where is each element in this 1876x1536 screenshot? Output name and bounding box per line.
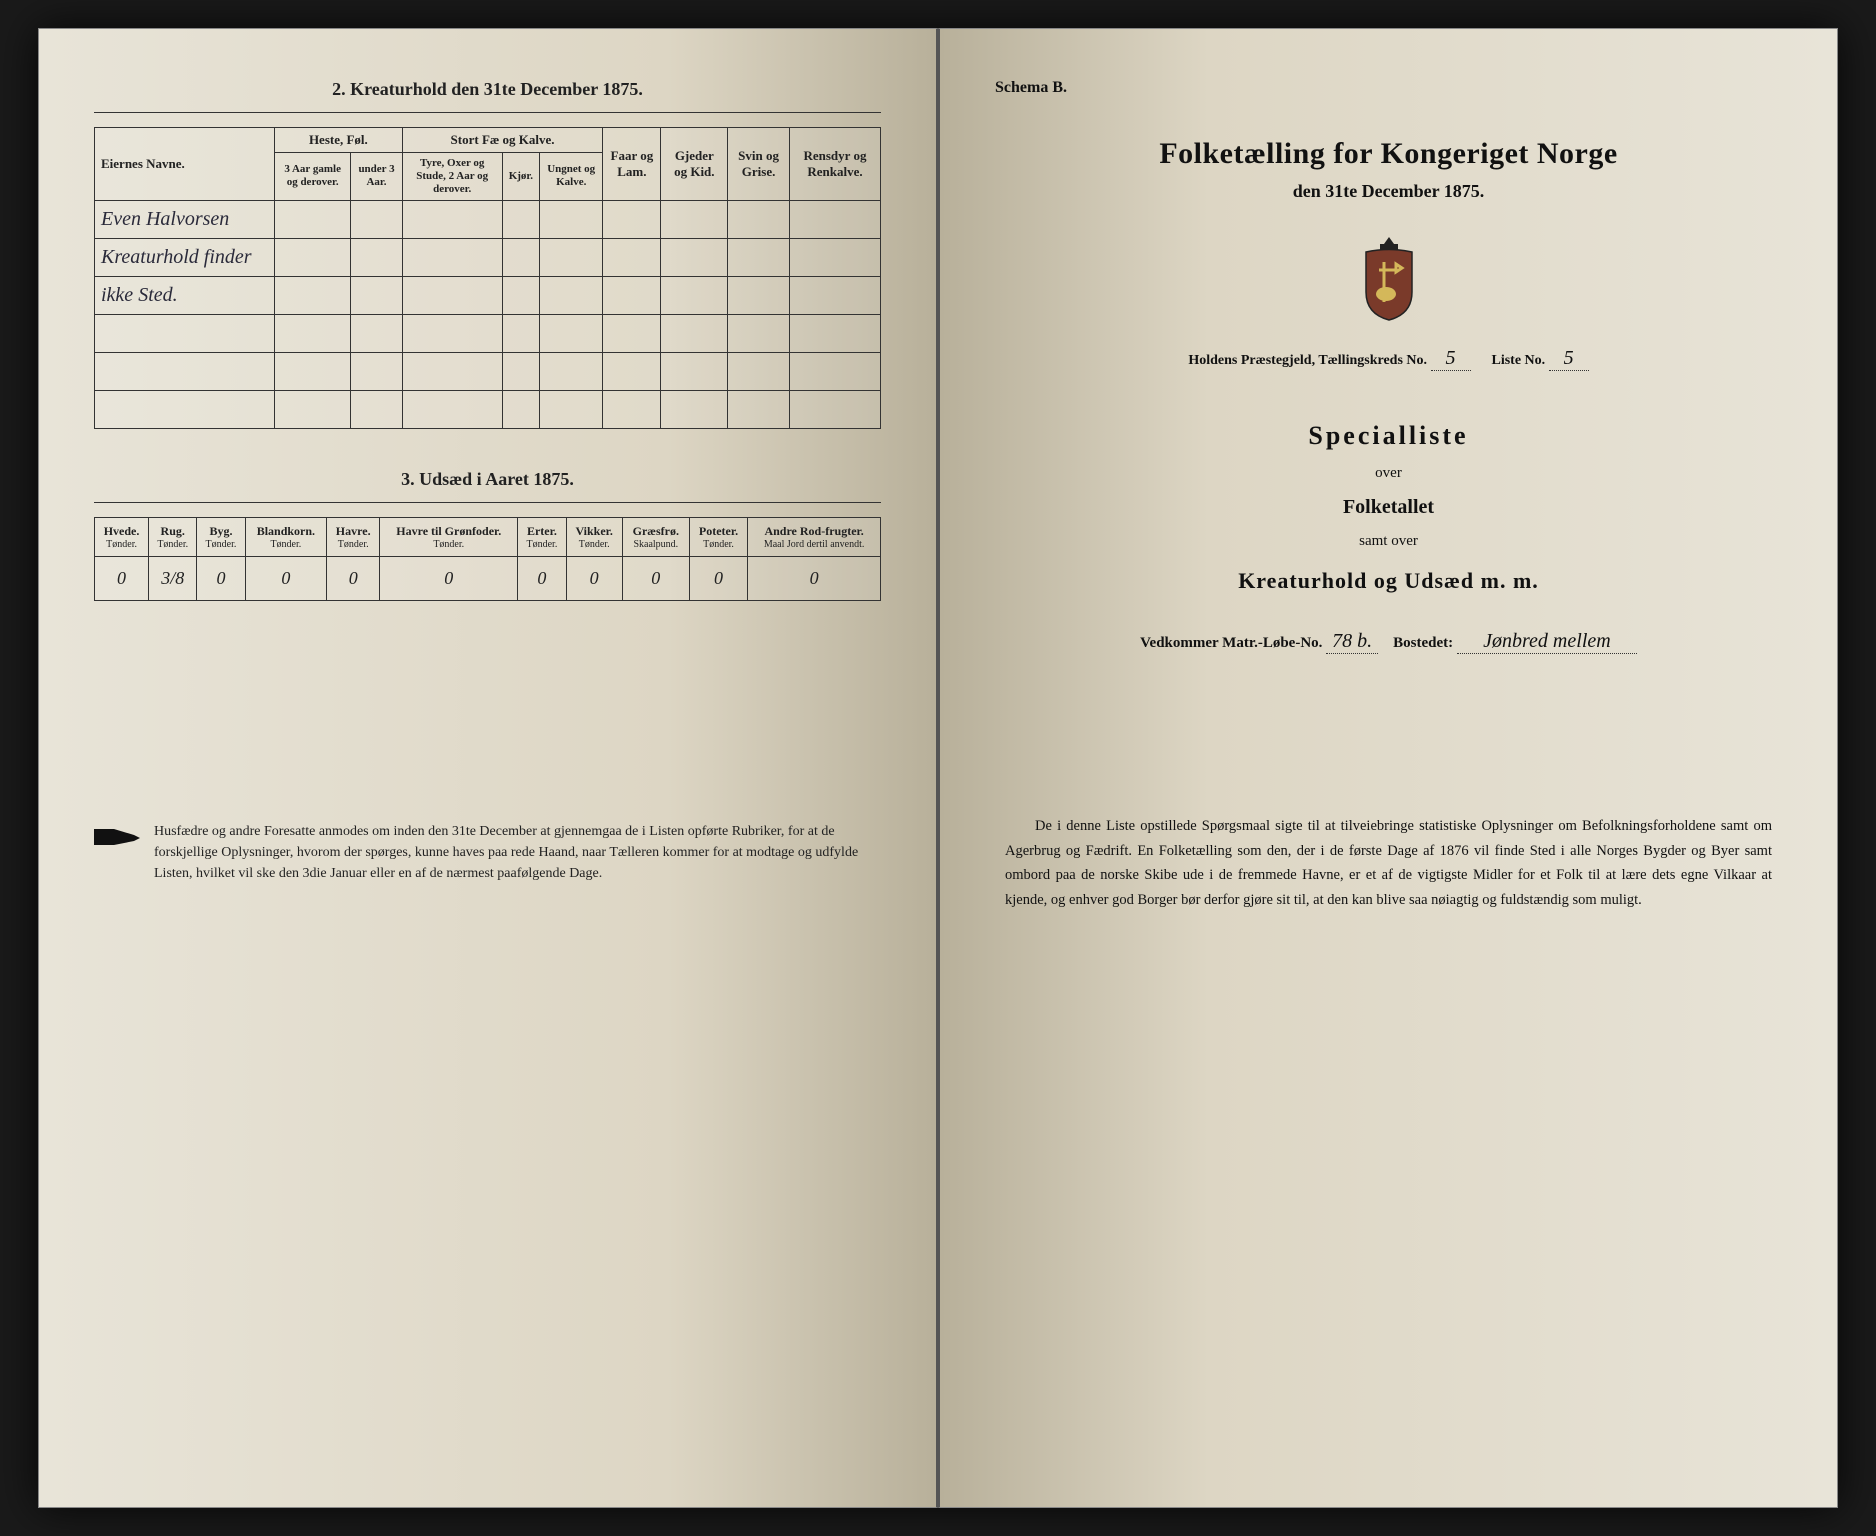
col-group-heste: Heste, Føl. [275, 128, 403, 153]
owner-note-2: Kreaturhold finder [95, 239, 275, 277]
sub-s2: Kjør. [502, 152, 539, 201]
sub-h2: under 3 Aar. [351, 152, 402, 201]
t3-col-0: Hvede.Tønder. [95, 518, 149, 557]
kreaturhold-table: Eiernes Navne. Heste, Føl. Stort Fæ og K… [94, 127, 881, 429]
table-row: Kreaturhold finder [95, 239, 881, 277]
pointing-hand-icon [94, 825, 140, 851]
sub-h1: 3 Aar gamle og derover. [275, 152, 351, 201]
sub-s3: Ungnet og Kalve. [540, 152, 603, 201]
t3-val-7: 0 [566, 557, 622, 601]
t3-val-1: 3/8 [149, 557, 197, 601]
rule [94, 112, 881, 113]
liste-number: 5 [1549, 347, 1589, 371]
section2-title: 2. Kreaturhold den 31te December 1875. [94, 79, 881, 100]
district-line: Holdens Præstegjeld, Tællingskreds No. 5… [995, 347, 1782, 371]
specialliste-title: Specialliste [995, 421, 1782, 451]
t3-val-4: 0 [327, 557, 380, 601]
t3-col-3: Blandkorn.Tønder. [245, 518, 327, 557]
bottom-paragraph: De i denne Liste opstillede Spørgsmaal s… [995, 814, 1782, 913]
book-spread: 2. Kreaturhold den 31te December 1875. E… [38, 28, 1838, 1508]
bosted-label: Bostedet: [1393, 635, 1453, 651]
sub-s1: Tyre, Oxer og Stude, 2 Aar og derover. [402, 152, 502, 201]
table-row [95, 353, 881, 391]
t3-col-6: Erter.Tønder. [518, 518, 566, 557]
t3-val-9: 0 [689, 557, 747, 601]
col-svin: Svin og Grise. [728, 128, 790, 201]
t3-val-2: 0 [197, 557, 245, 601]
table-row [95, 315, 881, 353]
coat-of-arms [995, 232, 1782, 327]
vedkommer-line: Vedkommer Matr.-Løbe-No. 78 b. Bostedet:… [995, 630, 1782, 654]
kreds-number: 5 [1431, 347, 1471, 371]
col-rensdyr: Rensdyr og Renkalve. [789, 128, 880, 201]
liste-label: Liste No. [1492, 353, 1546, 368]
bosted-value: Jønbred mellem [1457, 630, 1637, 654]
matr-label: Vedkommer Matr.-Løbe-No. [1140, 635, 1322, 651]
footer-text: Husfædre og andre Foresatte anmodes om i… [154, 821, 881, 884]
samt-label: samt over [995, 533, 1782, 550]
crest-icon [1354, 232, 1424, 322]
col-gjeder: Gjeder og Kid. [661, 128, 728, 201]
table-row: ikke Sted. [95, 277, 881, 315]
t3-val-3: 0 [245, 557, 327, 601]
t3-col-2: Byg.Tønder. [197, 518, 245, 557]
t3-col-9: Poteter.Tønder. [689, 518, 747, 557]
kreaturhold-label: Kreaturhold og Udsæd m. m. [995, 568, 1782, 594]
t3-val-5: 0 [380, 557, 518, 601]
table-row: 03/8000000000 [95, 557, 881, 601]
table-row: Even Halvorsen [95, 201, 881, 239]
fill-prefix: Holdens Præstegjeld, Tællingskreds No. [1188, 353, 1427, 368]
rule [94, 502, 881, 503]
t3-col-1: Rug.Tønder. [149, 518, 197, 557]
owner-note-3: ikke Sted. [95, 277, 275, 315]
footer-note: Husfædre og andre Foresatte anmodes om i… [94, 821, 881, 884]
t3-val-0: 0 [95, 557, 149, 601]
over-label: over [995, 465, 1782, 482]
census-title: Folketælling for Kongeriget Norge [995, 137, 1782, 171]
left-page: 2. Kreaturhold den 31te December 1875. E… [38, 28, 938, 1508]
t3-col-8: Græsfrø.Skaalpund. [622, 518, 689, 557]
table-row [95, 391, 881, 429]
col-group-stort: Stort Fæ og Kalve. [402, 128, 603, 153]
t3-col-5: Havre til Grønfoder.Tønder. [380, 518, 518, 557]
table-header-row: Eiernes Navne. Heste, Føl. Stort Fæ og K… [95, 128, 881, 153]
t3-val-8: 0 [622, 557, 689, 601]
t3-col-7: Vikker.Tønder. [566, 518, 622, 557]
col-faar: Faar og Lam. [603, 128, 661, 201]
udsaed-table: Hvede.Tønder.Rug.Tønder.Byg.Tønder.Bland… [94, 517, 881, 601]
t3-col-10: Andre Rod-frugter.Maal Jord dertil anven… [748, 518, 881, 557]
census-subtitle: den 31te December 1875. [995, 181, 1782, 202]
t3-col-4: Havre.Tønder. [327, 518, 380, 557]
t3-val-10: 0 [748, 557, 881, 601]
folketallet-label: Folketallet [995, 496, 1782, 519]
table-header-row: Hvede.Tønder.Rug.Tønder.Byg.Tønder.Bland… [95, 518, 881, 557]
right-page: Schema B. Folketælling for Kongeriget No… [938, 28, 1838, 1508]
matr-value: 78 b. [1326, 630, 1378, 654]
schema-label: Schema B. [995, 79, 1782, 97]
t3-val-6: 0 [518, 557, 566, 601]
col-eier: Eiernes Navne. [95, 128, 275, 201]
owner-name-1: Even Halvorsen [95, 201, 275, 239]
section3-title: 3. Udsæd i Aaret 1875. [94, 469, 881, 490]
